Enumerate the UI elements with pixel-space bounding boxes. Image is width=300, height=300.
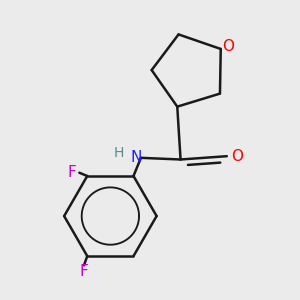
Text: F: F bbox=[80, 264, 88, 279]
Text: F: F bbox=[68, 165, 76, 180]
Text: O: O bbox=[222, 39, 234, 54]
Text: O: O bbox=[231, 149, 243, 164]
Text: N: N bbox=[130, 150, 142, 165]
Text: H: H bbox=[113, 146, 124, 160]
